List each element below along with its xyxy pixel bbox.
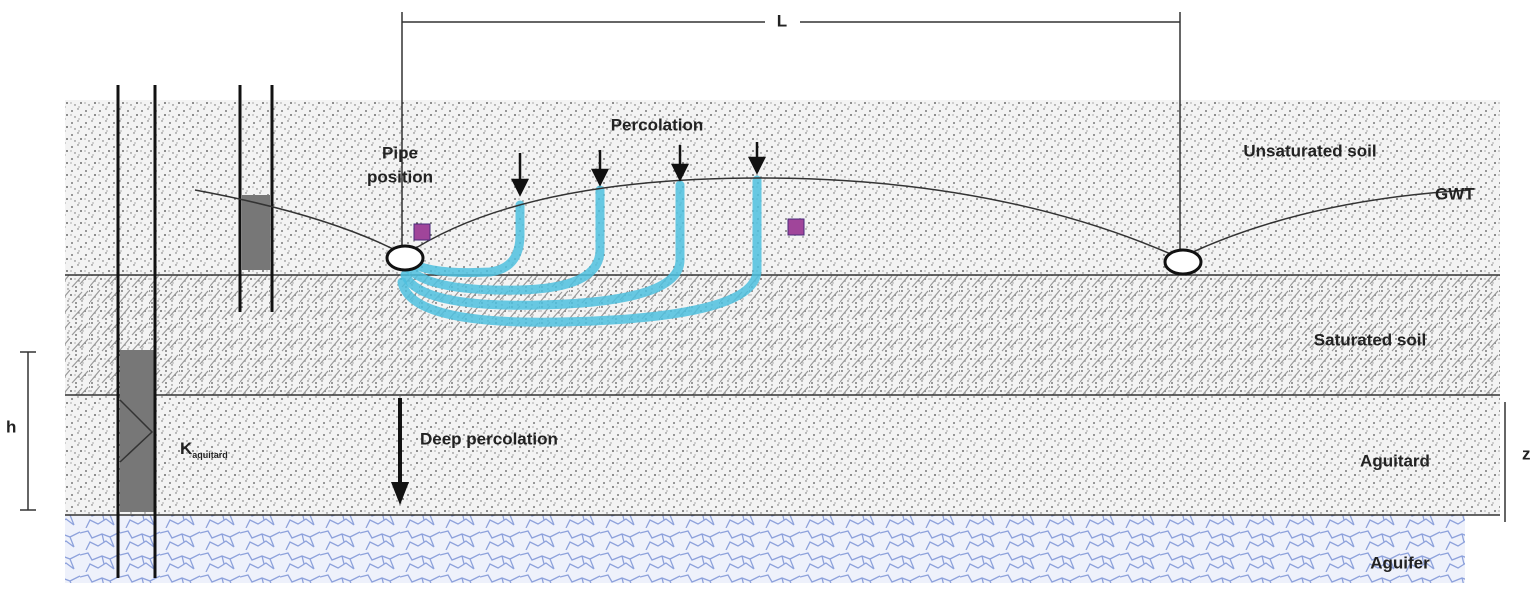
wells-part	[242, 195, 270, 270]
length-label: L	[777, 11, 787, 30]
gwt-label: GWT	[1435, 184, 1475, 203]
saturated-layer	[65, 275, 1500, 395]
sensor	[788, 219, 804, 235]
z-dimension: z	[1505, 402, 1531, 522]
unsaturated-label: Unsaturated soil	[1243, 141, 1376, 160]
aquifer-layer	[65, 515, 1465, 583]
pipe-position-label: position	[367, 167, 433, 186]
aquitard-layer	[65, 395, 1500, 515]
aquitard-label: Aguitard	[1360, 451, 1430, 470]
z-label: z	[1522, 444, 1531, 463]
deep-percolation-label: Deep percolation	[420, 429, 558, 448]
wells-part	[120, 350, 154, 512]
h-label: h	[6, 417, 16, 436]
pipe-position-label: Pipe	[382, 143, 418, 162]
percolation-label: Percolation	[611, 115, 704, 134]
k-symbol: K	[180, 439, 193, 458]
drainage-diagram: L h z Percolation Pipe position Uns	[0, 0, 1532, 589]
drain-pipe	[387, 246, 423, 270]
drain-pipe	[1165, 250, 1201, 274]
unsaturated-layer	[65, 100, 1500, 275]
saturated-label: Saturated soil	[1314, 330, 1426, 349]
aquifer-label: Aguifer	[1370, 553, 1430, 572]
sensor	[414, 224, 430, 240]
h-dimension: h	[6, 352, 36, 510]
k-subscript: aquitard	[192, 450, 228, 460]
